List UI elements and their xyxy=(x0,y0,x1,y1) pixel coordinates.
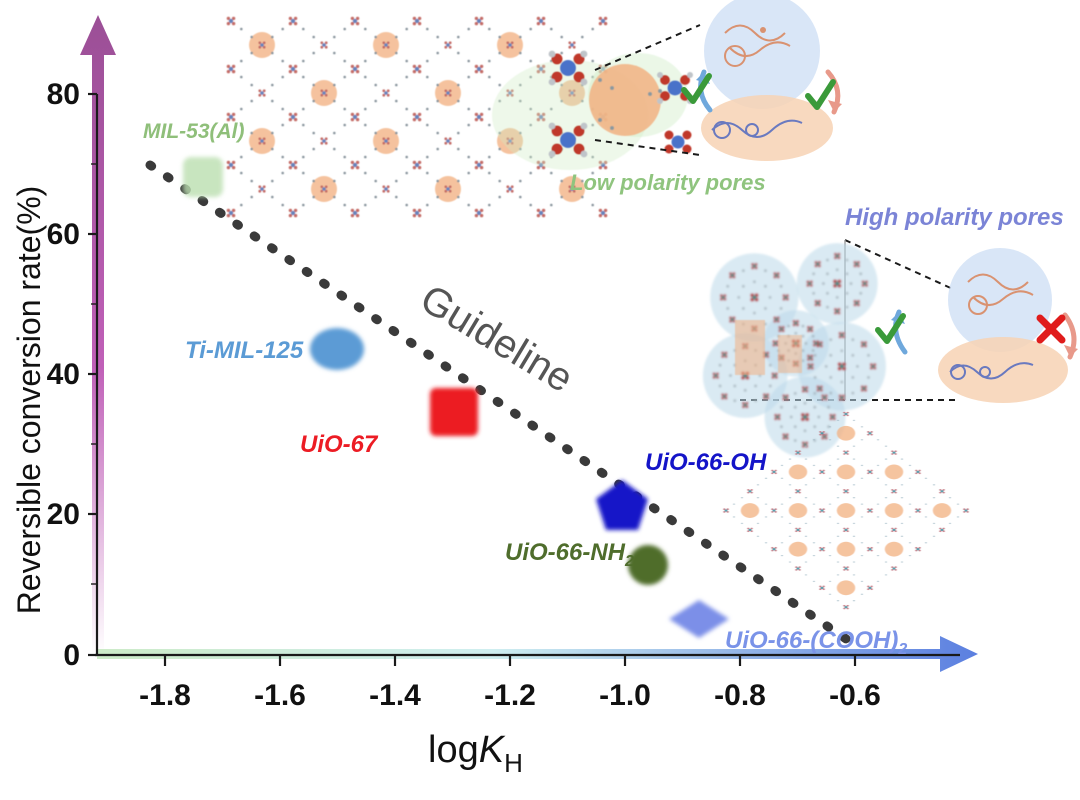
svg-text:-0.8: -0.8 xyxy=(714,679,766,712)
svg-text:0: 0 xyxy=(63,639,80,672)
svg-text:Reversible conversion rate(%): Reversible conversion rate(%) xyxy=(11,186,47,615)
svg-text:UiO-66-(COOH)2: UiO-66-(COOH)2 xyxy=(725,627,907,658)
svg-text:-1.8: -1.8 xyxy=(139,679,191,712)
svg-text:Low polarity pores: Low polarity pores xyxy=(570,170,766,195)
svg-text:-1.6: -1.6 xyxy=(254,679,306,712)
svg-text:80: 80 xyxy=(47,78,80,111)
svg-text:UiO-66-NH2: UiO-66-NH2 xyxy=(505,539,634,570)
svg-text:-1.0: -1.0 xyxy=(599,679,651,712)
svg-text:Guideline: Guideline xyxy=(413,276,581,401)
svg-text:40: 40 xyxy=(47,358,80,391)
svg-text:UiO-66-OH: UiO-66-OH xyxy=(645,449,767,476)
svg-text:High polarity pores: High polarity pores xyxy=(845,204,1064,231)
svg-text:60: 60 xyxy=(47,218,80,251)
svg-text:20: 20 xyxy=(47,498,80,531)
svg-text:UiO-67: UiO-67 xyxy=(300,431,379,458)
svg-text:-0.6: -0.6 xyxy=(829,679,881,712)
svg-text:-1.4: -1.4 xyxy=(369,679,421,712)
svg-text:logKH: logKH xyxy=(428,729,523,778)
svg-text:-1.2: -1.2 xyxy=(484,679,536,712)
svg-text:MIL-53(Al): MIL-53(Al) xyxy=(143,120,245,143)
svg-text:Ti-MIL-125: Ti-MIL-125 xyxy=(185,337,304,364)
